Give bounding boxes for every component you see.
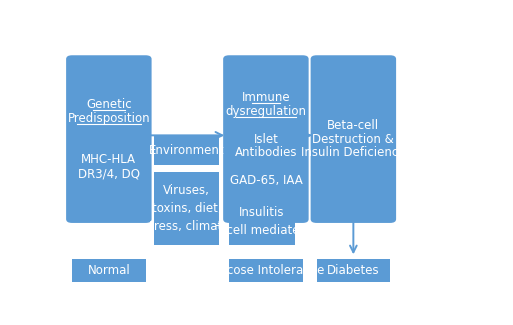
Text: Insulin Deficiency: Insulin Deficiency <box>301 146 405 159</box>
FancyBboxPatch shape <box>223 55 309 223</box>
Text: GAD-65, IAA: GAD-65, IAA <box>229 174 302 187</box>
Text: Genetic: Genetic <box>86 98 132 111</box>
Text: Environment: Environment <box>149 144 224 157</box>
Text: Insulitis
T-cell mediated: Insulitis T-cell mediated <box>216 205 307 237</box>
FancyBboxPatch shape <box>310 55 396 223</box>
Text: Islet: Islet <box>253 133 279 146</box>
Text: Beta-cell: Beta-cell <box>327 119 380 132</box>
Text: Viruses,
toxins, diet,
stress, climate: Viruses, toxins, diet, stress, climate <box>143 184 230 233</box>
Text: dysregulation: dysregulation <box>225 105 306 118</box>
Text: Immune: Immune <box>242 91 290 104</box>
FancyBboxPatch shape <box>317 259 390 282</box>
FancyBboxPatch shape <box>229 259 303 282</box>
FancyBboxPatch shape <box>153 136 219 165</box>
Text: Predisposition: Predisposition <box>68 112 150 125</box>
FancyBboxPatch shape <box>153 172 219 245</box>
FancyBboxPatch shape <box>229 197 294 245</box>
Text: Destruction &: Destruction & <box>312 133 394 146</box>
Text: Antibodies: Antibodies <box>234 146 297 159</box>
Text: Diabetes: Diabetes <box>327 264 380 277</box>
Text: MHC-HLA: MHC-HLA <box>82 153 136 166</box>
Text: Glucose Intolerance: Glucose Intolerance <box>207 264 325 277</box>
FancyBboxPatch shape <box>72 259 146 282</box>
FancyBboxPatch shape <box>66 55 152 223</box>
Text: Normal: Normal <box>88 264 130 277</box>
Text: DR3/4, DQ: DR3/4, DQ <box>78 167 140 180</box>
